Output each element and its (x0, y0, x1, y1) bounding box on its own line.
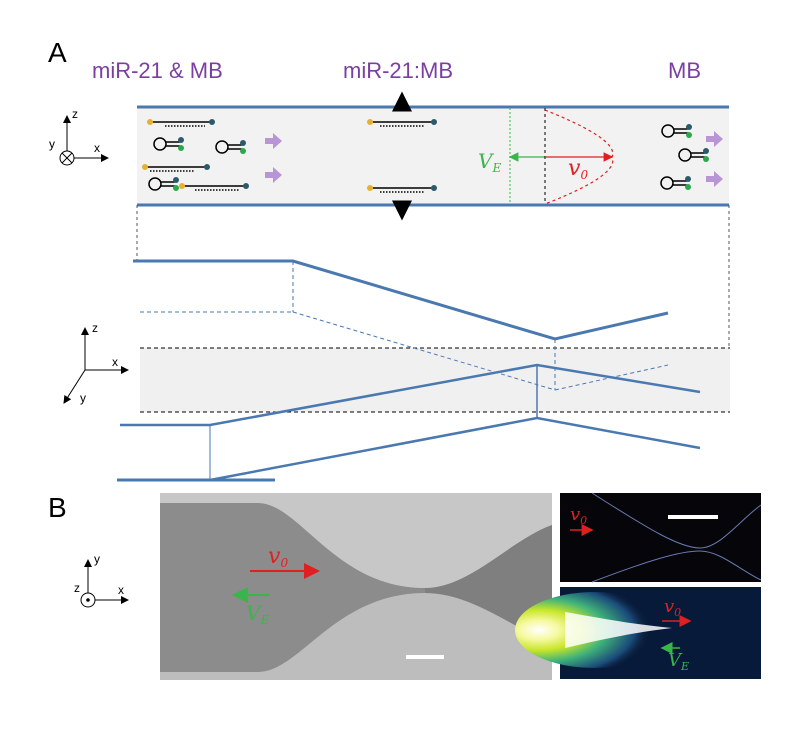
axis-mid-z-label: z (92, 321, 98, 335)
axis-top-z-label: z (72, 107, 78, 121)
hairpin-icon (678, 148, 709, 162)
panel-b-letter: B (48, 492, 67, 523)
axis-mid-x-label: x (112, 355, 118, 369)
duplex-icon (367, 185, 437, 193)
duplex-icon (179, 183, 249, 191)
flow-arrows (265, 131, 723, 187)
hairpin-icon (153, 137, 184, 151)
axis-b-y-label: y (94, 552, 100, 566)
ve-label-a: VE (478, 149, 501, 175)
hairpin-icon (215, 140, 246, 154)
hairpin-icon (148, 177, 179, 191)
axes-top-icon (59, 115, 109, 166)
flow-arrow-icon (706, 171, 723, 187)
duplex-icon (147, 119, 215, 127)
constriction-3d (117, 259, 730, 482)
axis-mid-y-label: y (80, 391, 86, 405)
hairpin-icon (660, 176, 691, 190)
label-mb: MB (668, 58, 701, 83)
ve-label-b: VE (246, 601, 269, 627)
ve-label-fluor: VE (668, 650, 689, 673)
v0-label-a: v0 (568, 156, 588, 182)
fluorescence-image (515, 587, 761, 679)
darkfield-image (560, 492, 762, 583)
sem-image (160, 493, 552, 680)
panel-a-letter: A (48, 37, 67, 68)
label-mir21-and-mb: miR-21 & MB (92, 58, 223, 83)
molecules-left (142, 119, 249, 191)
axis-b-x-label: x (118, 583, 124, 597)
duplex-icon (142, 164, 210, 172)
flow-arrow-icon (265, 133, 282, 149)
v0-label-fluor: v0 (664, 596, 681, 619)
v0-label-darkfield: v0 (570, 504, 587, 527)
molecules-middle (367, 91, 437, 221)
v0-label-b: v0 (268, 544, 288, 570)
axes-mid-icon (63, 327, 129, 404)
flow-arrow-icon (706, 131, 723, 147)
duplex-icon (367, 119, 437, 127)
axis-b-z-label: z (74, 581, 80, 595)
axis-top-y-label: y (49, 137, 55, 151)
axis-top-x-label: x (94, 141, 100, 155)
label-mir21-mb-duplex: miR-21:MB (343, 58, 453, 83)
flow-arrow-icon (265, 167, 282, 183)
hairpin-icon (661, 124, 692, 138)
molecules-right (660, 124, 709, 190)
axes-b-icon (80, 559, 129, 608)
